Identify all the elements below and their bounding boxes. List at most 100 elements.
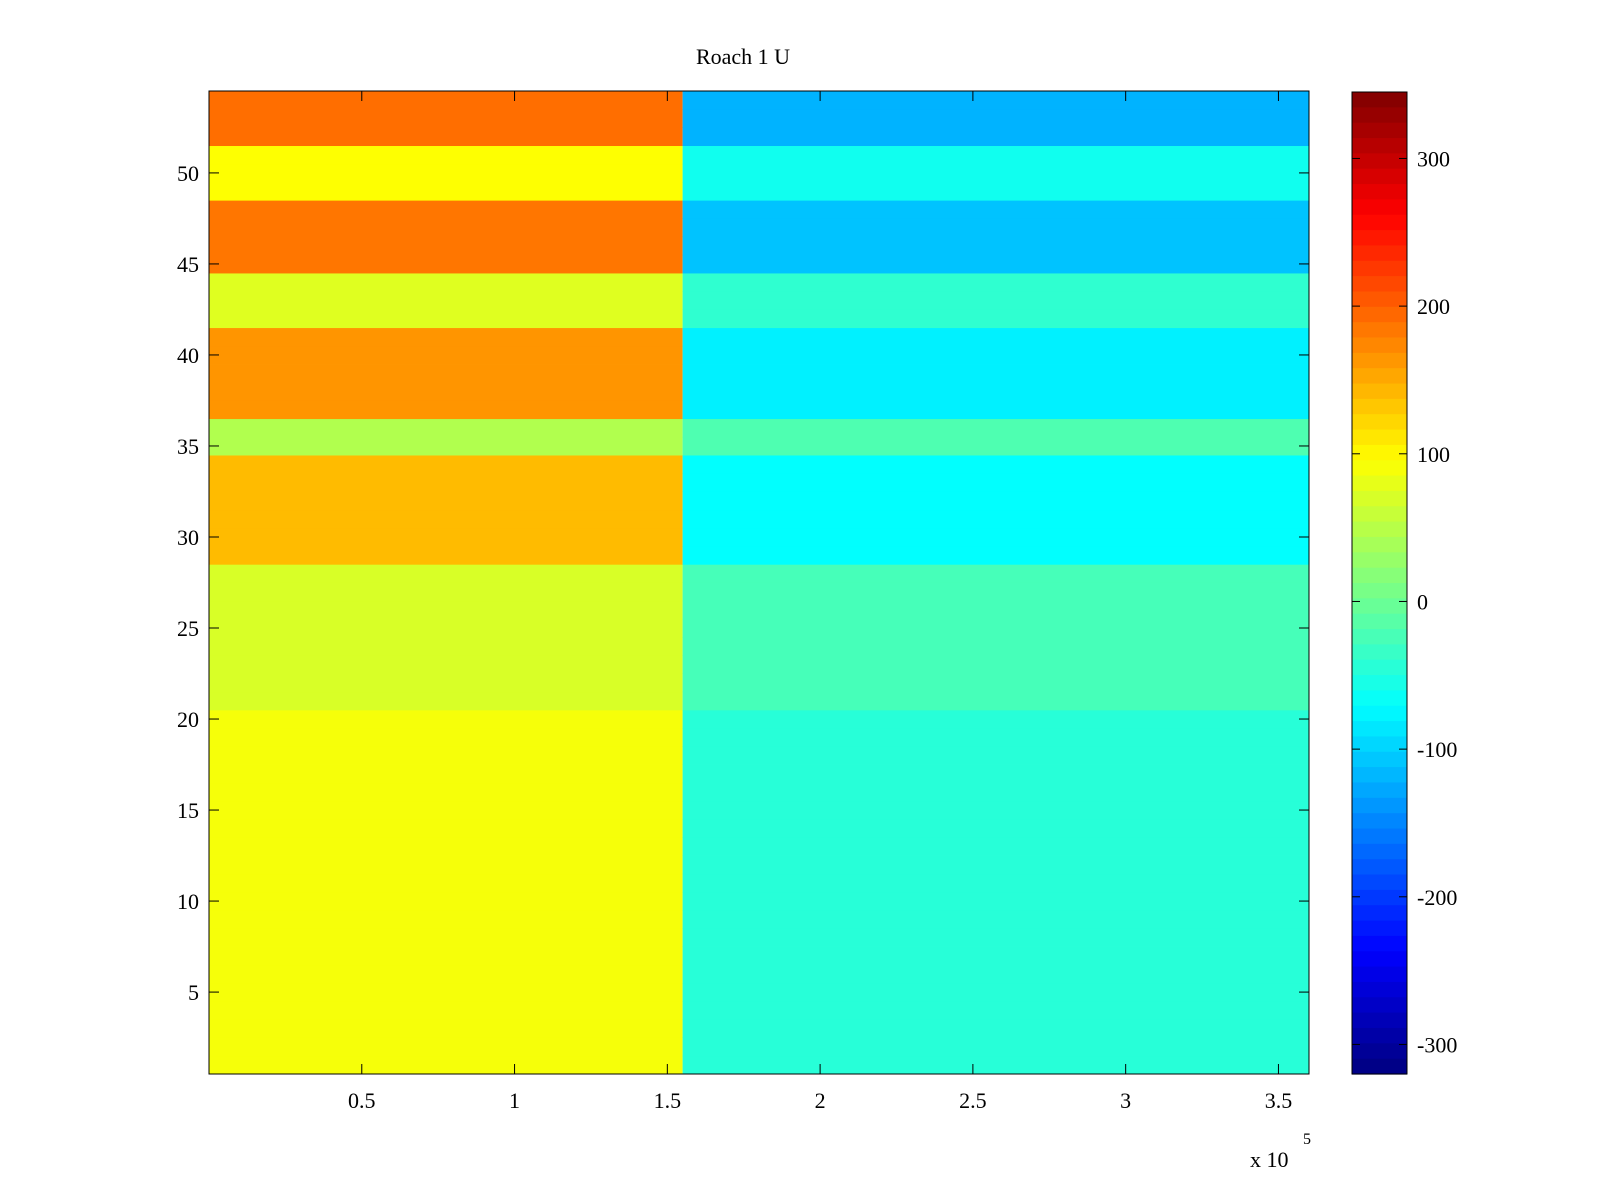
heatmap-cell — [209, 964, 683, 984]
heatmap-cell — [682, 382, 1309, 401]
heatmap-cell — [209, 800, 683, 820]
heatmap-cell — [682, 637, 1309, 656]
heatmap-cell — [682, 1019, 1309, 1038]
colorbar-swatch — [1352, 859, 1407, 876]
heatmap-cell — [682, 400, 1309, 420]
colorbar-swatch — [1352, 260, 1407, 277]
colorbar-swatch — [1352, 889, 1407, 906]
heatmap-cell — [682, 527, 1309, 547]
colorbar-swatch — [1352, 230, 1407, 247]
heatmap-cell — [682, 891, 1309, 911]
colorbar-swatch — [1352, 398, 1407, 415]
colorbar-swatch — [1352, 843, 1407, 860]
colorbar-swatch — [1352, 797, 1407, 814]
colorbar-swatch — [1352, 751, 1407, 768]
heatmap-cell — [682, 819, 1309, 838]
heatmap-cell — [682, 455, 1309, 474]
heatmap-cell — [209, 236, 683, 256]
heatmap-cell — [682, 691, 1309, 711]
heatmap-cell — [682, 327, 1309, 347]
heatmap-cell — [682, 600, 1309, 620]
plot-frame — [208, 90, 1310, 1075]
colorbar-swatch — [1352, 1058, 1407, 1075]
x-tick-label: 1.5 — [654, 1088, 682, 1113]
heatmap-cell — [209, 582, 683, 602]
heatmap-cell — [209, 345, 683, 365]
colorbar-swatch — [1352, 337, 1407, 354]
heatmap-cell — [682, 254, 1309, 274]
colorbar-swatch — [1352, 245, 1407, 262]
heatmap-cell — [682, 782, 1309, 802]
heatmap-cell — [682, 345, 1309, 365]
heatmap-cell — [682, 709, 1309, 729]
heatmap-cell — [682, 546, 1309, 565]
colorbar-swatch — [1352, 644, 1407, 661]
x-tick-label: 2.5 — [959, 1088, 987, 1113]
colorbar-swatch — [1352, 490, 1407, 507]
x-tick-label: 2 — [815, 1088, 826, 1113]
heatmap-cell — [209, 946, 683, 966]
heatmap-cell — [682, 655, 1309, 674]
colorbar-swatch — [1352, 981, 1407, 998]
colorbar-swatch — [1352, 567, 1407, 584]
y-tick-label: 25 — [177, 616, 199, 641]
heatmap-cell — [682, 364, 1309, 383]
colorbar-tick-label: -300 — [1417, 1032, 1457, 1057]
x-tick-label: 1 — [509, 1088, 520, 1113]
heatmap-cell — [682, 982, 1309, 1002]
colorbar-swatch — [1352, 1012, 1407, 1029]
colorbar-swatch — [1352, 1027, 1407, 1044]
colorbar-swatch — [1352, 138, 1407, 154]
heatmap-cell — [682, 728, 1309, 747]
y-tick-label: 50 — [177, 161, 199, 186]
colorbar-swatch — [1352, 536, 1407, 553]
x-tick-label: 3 — [1120, 1088, 1131, 1113]
colorbar-swatch — [1352, 828, 1407, 845]
colorbar-swatch — [1352, 675, 1407, 692]
heatmap-cell — [209, 982, 683, 1002]
y-tick-label: 20 — [177, 707, 199, 732]
heatmap-cell — [209, 655, 683, 674]
heatmap-cell — [209, 764, 683, 784]
heatmap-cell — [209, 309, 683, 329]
heatmap-cell — [209, 527, 683, 547]
colorbar-swatch — [1352, 107, 1407, 124]
heatmap-cell — [682, 182, 1309, 201]
colorbar-swatch — [1352, 583, 1407, 599]
heatmap-cell — [209, 400, 683, 420]
colorbar-swatch — [1352, 690, 1407, 707]
colorbar-swatch — [1352, 291, 1407, 308]
colorbar-swatch — [1352, 475, 1407, 492]
heatmap-cell — [682, 163, 1309, 183]
colorbar-swatch — [1352, 920, 1407, 937]
heatmap-cell — [209, 728, 683, 747]
colorbar-swatch — [1352, 767, 1407, 784]
colorbar-swatch — [1352, 214, 1407, 231]
heatmap-cell — [682, 273, 1309, 292]
heatmap-cell — [209, 491, 683, 511]
heatmap-cell — [209, 1055, 683, 1075]
heatmap-cell — [682, 236, 1309, 256]
y-tick-label: 5 — [188, 980, 199, 1005]
heatmap-cell — [682, 436, 1309, 456]
heatmap-cell — [682, 418, 1309, 438]
heatmap-cell — [682, 855, 1309, 875]
colorbar-swatch — [1352, 997, 1407, 1014]
colorbar-tick-label: -100 — [1417, 737, 1457, 762]
colorbar-swatch — [1352, 92, 1407, 108]
colorbar-tick-label: -200 — [1417, 885, 1457, 910]
heatmap-cell — [209, 709, 683, 729]
heatmap-cell — [209, 418, 683, 438]
heatmap-cell — [682, 946, 1309, 966]
heatmap-cell — [209, 910, 683, 929]
colorbar-swatch — [1352, 153, 1407, 170]
colorbar: 300 200 100 0 -100 -200 -300 — [1351, 91, 1457, 1075]
heatmap-cell — [209, 564, 683, 583]
heatmap-cell — [682, 564, 1309, 583]
colorbar-swatch — [1352, 306, 1407, 323]
heatmap-cell — [209, 145, 683, 165]
heatmap-cell — [209, 364, 683, 383]
heatmap-cell — [209, 618, 683, 638]
colorbar-swatch — [1352, 368, 1407, 385]
heatmap-cell — [209, 327, 683, 347]
